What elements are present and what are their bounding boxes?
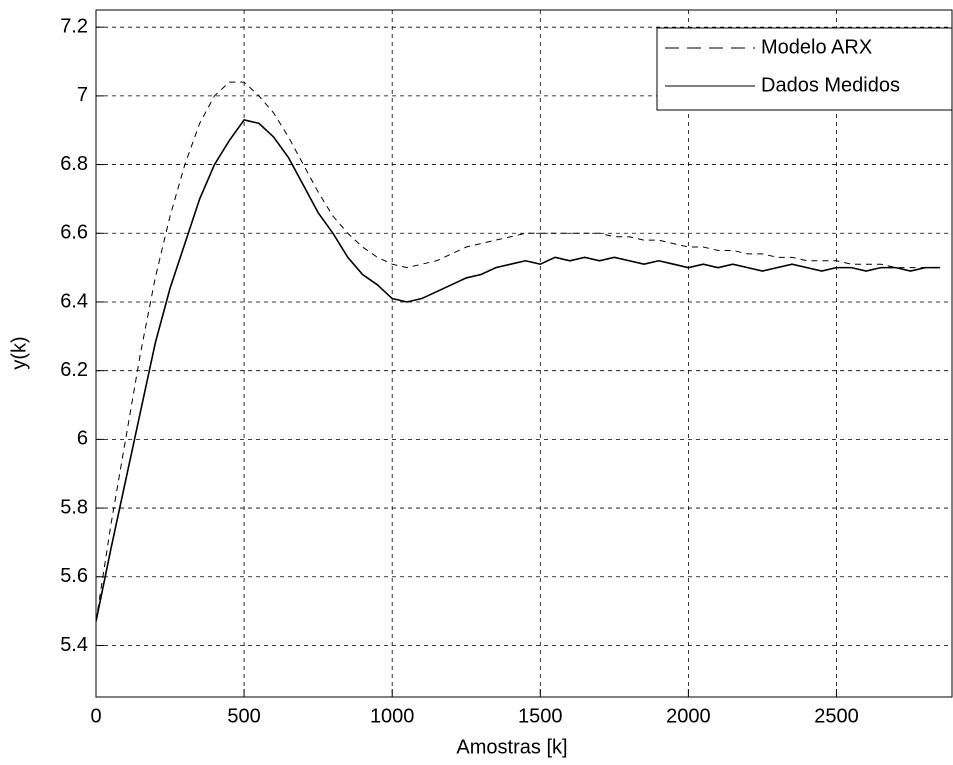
y-axis-label: y(k) <box>8 336 30 369</box>
y-tick-label: 6 <box>77 428 88 450</box>
x-tick-label: 1000 <box>370 705 415 727</box>
x-tick-label: 500 <box>227 705 260 727</box>
y-tick-label: 6.6 <box>60 222 88 244</box>
series-line <box>96 81 941 622</box>
x-tick-label: 0 <box>90 705 101 727</box>
x-tick-label: 2500 <box>814 705 859 727</box>
x-axis-label: Amostras [k] <box>456 736 567 758</box>
legend-label: Dados Medidos <box>761 74 900 96</box>
legend-box <box>656 27 953 111</box>
y-tick-label: 6.8 <box>60 153 88 175</box>
y-tick-label: 5.4 <box>60 634 88 656</box>
series-line <box>96 119 941 622</box>
y-tick-label: 7.2 <box>60 15 88 37</box>
y-tick-label: 5.6 <box>60 565 88 587</box>
y-tick-label: 5.8 <box>60 496 88 518</box>
axes-box <box>95 9 953 698</box>
plot-area <box>96 81 941 622</box>
legend-label: Modelo ARX <box>761 36 872 58</box>
y-tick-label: 6.2 <box>60 359 88 381</box>
x-tick-label: 1500 <box>518 705 563 727</box>
y-tick-label: 6.4 <box>60 290 88 312</box>
y-tick-label: 7 <box>77 84 88 106</box>
x-tick-label: 2000 <box>666 705 711 727</box>
